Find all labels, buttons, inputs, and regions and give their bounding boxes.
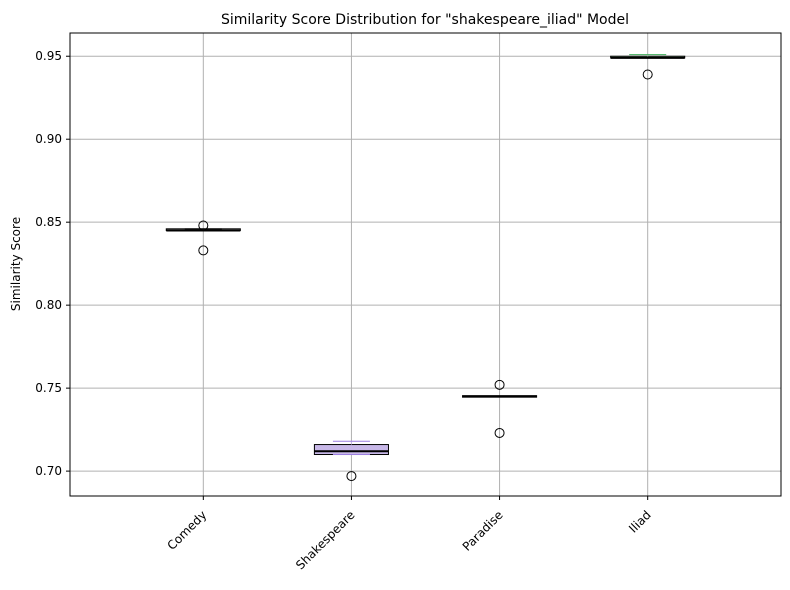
- y-tick-label: 0.95: [35, 49, 62, 63]
- box-iliad: [610, 54, 686, 80]
- outlier-point: [642, 69, 653, 80]
- box-paradise: [462, 379, 538, 438]
- y-tick-label: 0.90: [35, 132, 62, 146]
- y-tick-label: 0.80: [35, 298, 62, 312]
- plot-frame: [69, 32, 782, 497]
- x-tick-label-iliad: Iliad: [626, 508, 654, 536]
- x-tick-label-paradise: Paradise: [460, 508, 506, 554]
- x-tick-label-comedy: Comedy: [165, 508, 210, 553]
- boxes-layer: [165, 54, 686, 482]
- y-tick-label: 0.70: [35, 464, 62, 478]
- box-comedy: [165, 220, 241, 256]
- outlier-point: [346, 471, 357, 482]
- y-axis-label: Similarity Score: [9, 217, 23, 311]
- box-body: [313, 444, 389, 456]
- box-shakespeare: [313, 440, 389, 482]
- outlier-point: [198, 220, 209, 231]
- y-axis: 0.70 0.75 0.80 0.85 0.90 0.95: [35, 49, 70, 478]
- grid-lines: [70, 33, 781, 496]
- x-axis: Comedy Shakespeare Paradise Iliad: [165, 496, 654, 572]
- x-tick-label-shakespeare: Shakespeare: [293, 508, 357, 572]
- y-tick-label: 0.85: [35, 215, 62, 229]
- outlier-point: [198, 245, 209, 256]
- outlier-point: [494, 379, 505, 390]
- y-tick-label: 0.75: [35, 381, 62, 395]
- outlier-point: [494, 427, 505, 438]
- chart-title: Similarity Score Distribution for "shake…: [221, 12, 629, 28]
